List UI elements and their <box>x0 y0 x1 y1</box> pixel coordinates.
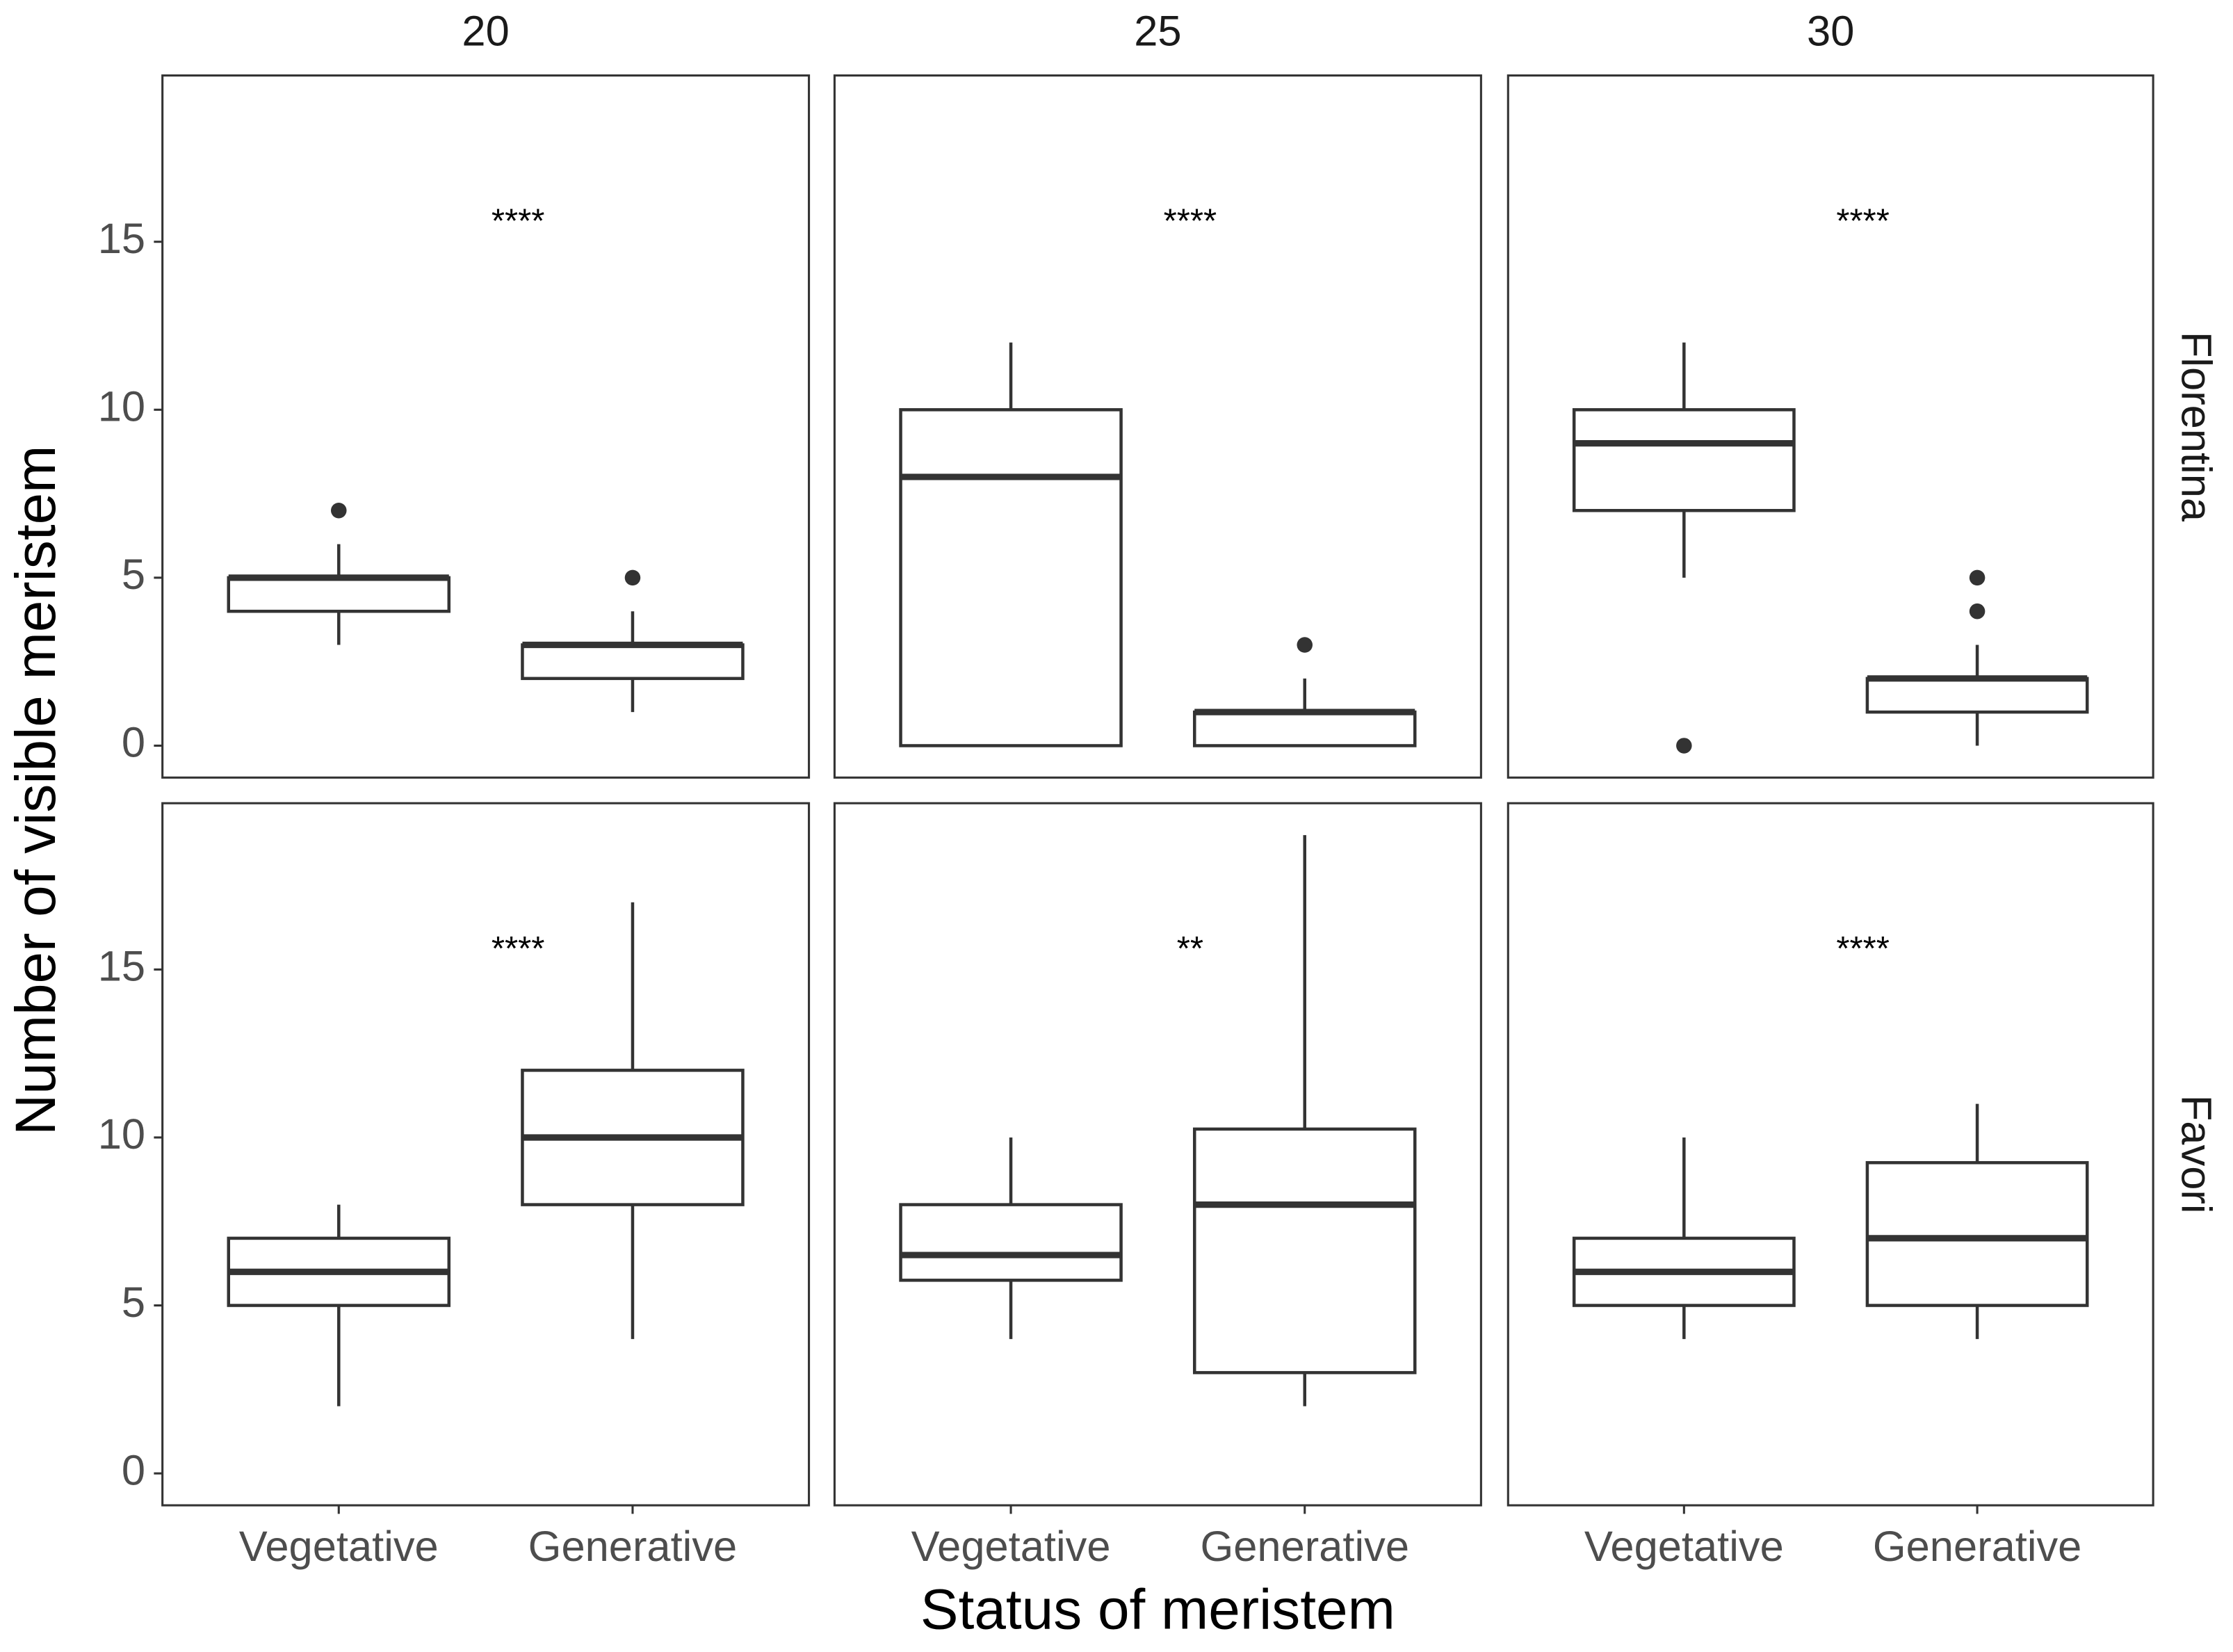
column-strip-label: 25 <box>1134 7 1181 55</box>
panel-border <box>161 802 811 1507</box>
significance-annotation: **** <box>492 930 544 968</box>
box <box>899 408 1123 747</box>
outlier <box>624 569 641 586</box>
x-tick-label: Vegetative <box>911 1523 1111 1571</box>
y-tick-label: 10 <box>98 383 145 431</box>
column-strip-label: 30 <box>1807 7 1854 55</box>
box <box>227 576 451 613</box>
y-tick-label: 0 <box>122 1446 145 1494</box>
y-tick-label: 0 <box>122 719 145 767</box>
x-tick-label: Generative <box>528 1523 738 1571</box>
outlier <box>1969 603 1986 620</box>
row-strip-label: Favori <box>2172 1095 2220 1214</box>
box <box>1865 677 2089 714</box>
outlier <box>1676 738 1692 754</box>
y-tick-label: 5 <box>122 1279 145 1327</box>
box <box>1865 1160 2089 1307</box>
panel-border <box>161 74 811 779</box>
y-tick-label: 15 <box>98 215 145 263</box>
outlier <box>331 502 347 519</box>
y-tick-label: 10 <box>98 1110 145 1158</box>
panel-border <box>1507 74 2154 779</box>
outlier <box>1969 569 1986 586</box>
x-tick-label: Vegetative <box>239 1523 439 1571</box>
significance-annotation: **** <box>1836 203 1890 241</box>
box <box>1192 710 1417 747</box>
box <box>899 1203 1123 1282</box>
y-axis-title: Number of visible meristem <box>4 446 67 1135</box>
row-strip-label: Florentina <box>2172 332 2220 522</box>
significance-annotation: **** <box>1164 203 1217 241</box>
box <box>1572 408 1796 512</box>
panel-border <box>833 802 1482 1507</box>
box <box>521 643 745 681</box>
column-strip-label: 20 <box>462 7 509 55</box>
significance-annotation: **** <box>1836 930 1890 968</box>
panel-border <box>833 74 1482 779</box>
y-tick-label: 15 <box>98 943 145 991</box>
x-axis-title: Status of meristem <box>920 1578 1395 1641</box>
box <box>1192 1127 1417 1375</box>
significance-annotation: ** <box>1177 930 1203 968</box>
x-tick-label: Vegetative <box>1584 1523 1784 1571</box>
panel-border <box>1507 802 2154 1507</box>
y-tick-label: 5 <box>122 551 145 599</box>
outlier <box>1297 637 1313 653</box>
x-tick-label: Generative <box>1873 1523 2082 1571</box>
panel-background <box>1508 803 2154 1506</box>
significance-annotation: **** <box>492 203 544 241</box>
x-tick-label: Generative <box>1200 1523 1409 1571</box>
